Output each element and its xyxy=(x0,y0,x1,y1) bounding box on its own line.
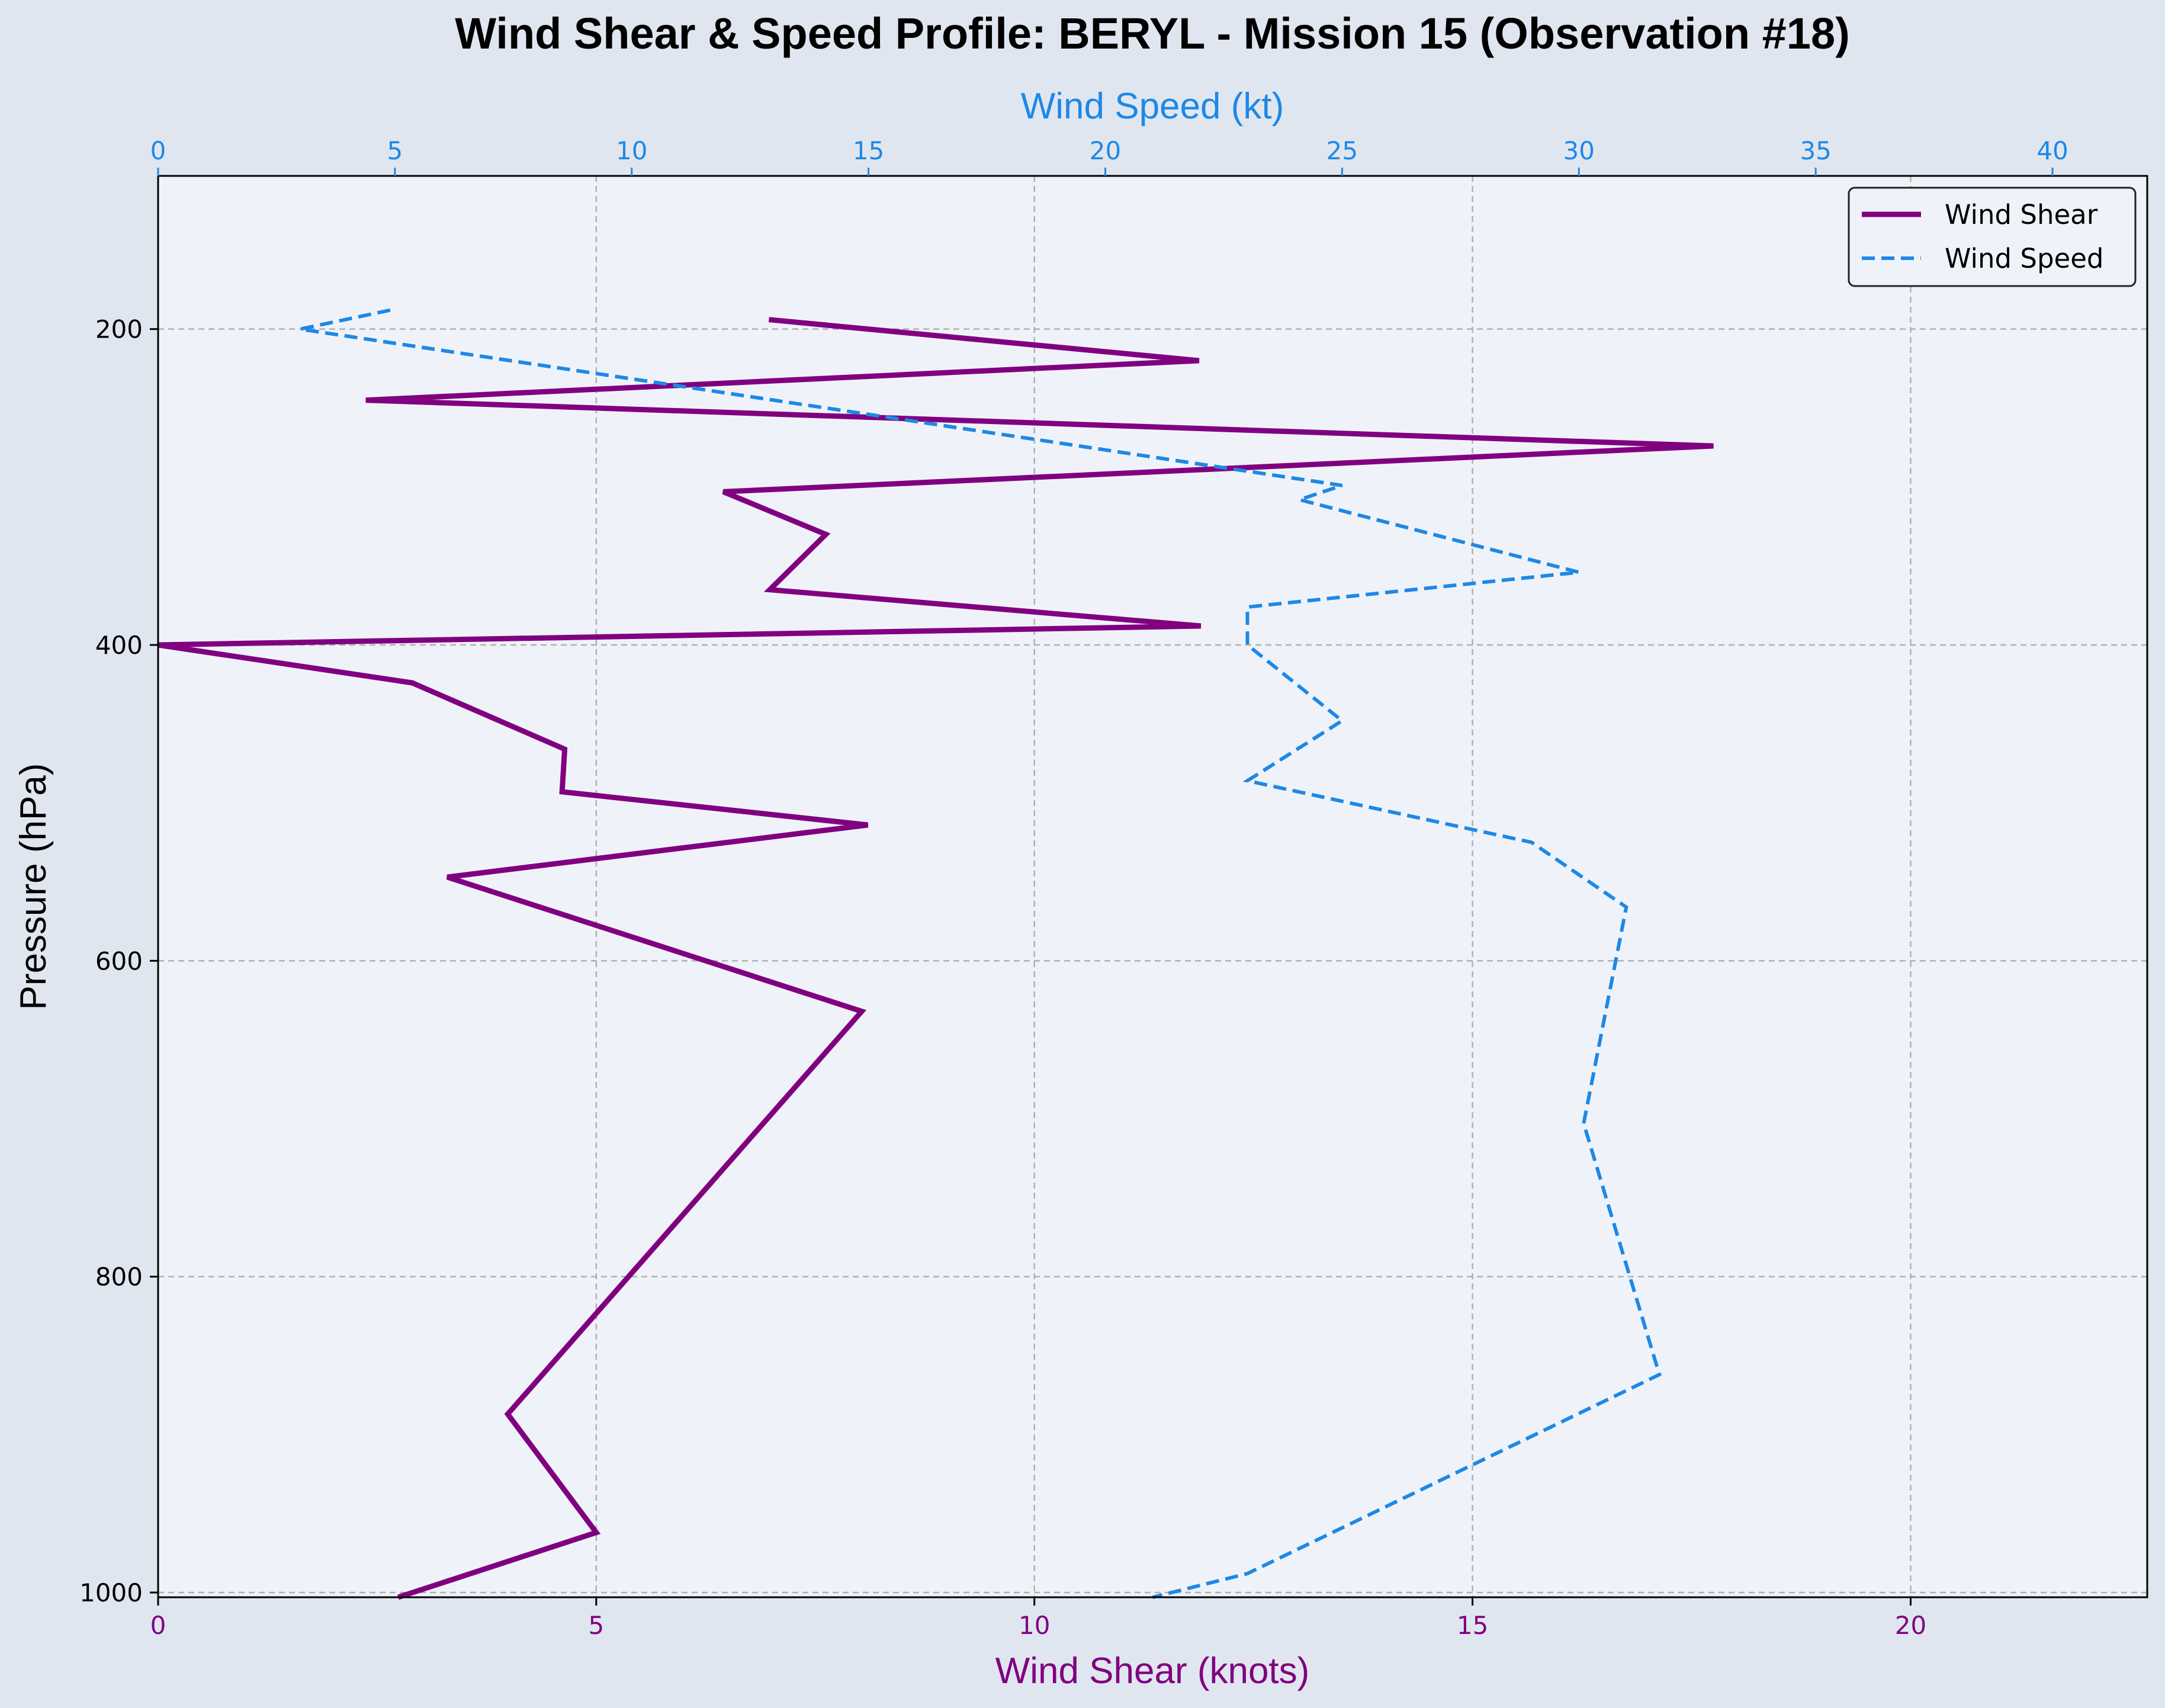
top-tick-label: 5 xyxy=(387,136,403,165)
legend-label-wind-shear: Wind Shear xyxy=(1945,199,2098,230)
left-tick-label: 600 xyxy=(95,946,143,975)
top-tick-label: 10 xyxy=(616,136,647,165)
bottom-tick-label: 20 xyxy=(1895,1611,1926,1640)
chart-title: Wind Shear & Speed Profile: BERYL - Miss… xyxy=(455,9,1850,58)
plot-frame xyxy=(157,175,2148,1598)
left-tick-label: 200 xyxy=(95,315,143,344)
left-tick-label: 1000 xyxy=(79,1578,143,1607)
top-tick-label: 25 xyxy=(1326,136,1358,165)
bottom-axis-label: Wind Shear (knots) xyxy=(995,1651,1310,1691)
bottom-axis: 0 5 10 15 20 xyxy=(150,1597,1926,1640)
top-tick-label: 40 xyxy=(2036,136,2068,165)
series-line-wind-shear xyxy=(158,317,1714,1600)
left-tick-label: 400 xyxy=(95,631,143,660)
top-tick-label: 0 xyxy=(150,136,166,165)
left-tick-label: 800 xyxy=(95,1263,143,1292)
top-axis-label: Wind Speed (kt) xyxy=(1021,86,1284,127)
top-tick-label: 20 xyxy=(1090,136,1121,165)
series-layer xyxy=(158,308,1714,1600)
bottom-tick-label: 10 xyxy=(1019,1611,1050,1640)
plot-area xyxy=(158,176,2147,1597)
left-axis: 200 400 600 800 1000 xyxy=(79,315,158,1607)
bottom-tick-label: 5 xyxy=(589,1611,605,1640)
top-tick-label: 30 xyxy=(1563,136,1595,165)
legend: Wind Shear Wind Speed xyxy=(1848,187,2137,287)
bottom-tick-label: 0 xyxy=(150,1611,166,1640)
left-axis-label: Pressure (hPa) xyxy=(13,763,54,1010)
series-line-wind-speed xyxy=(300,308,1662,1599)
top-tick-label: 15 xyxy=(853,136,884,165)
top-tick-label: 35 xyxy=(1800,136,1831,165)
legend-label-wind-speed: Wind Speed xyxy=(1945,243,2103,274)
top-axis: 0 5 10 15 20 25 30 35 40 xyxy=(150,136,2068,176)
bottom-tick-label: 15 xyxy=(1457,1611,1488,1640)
